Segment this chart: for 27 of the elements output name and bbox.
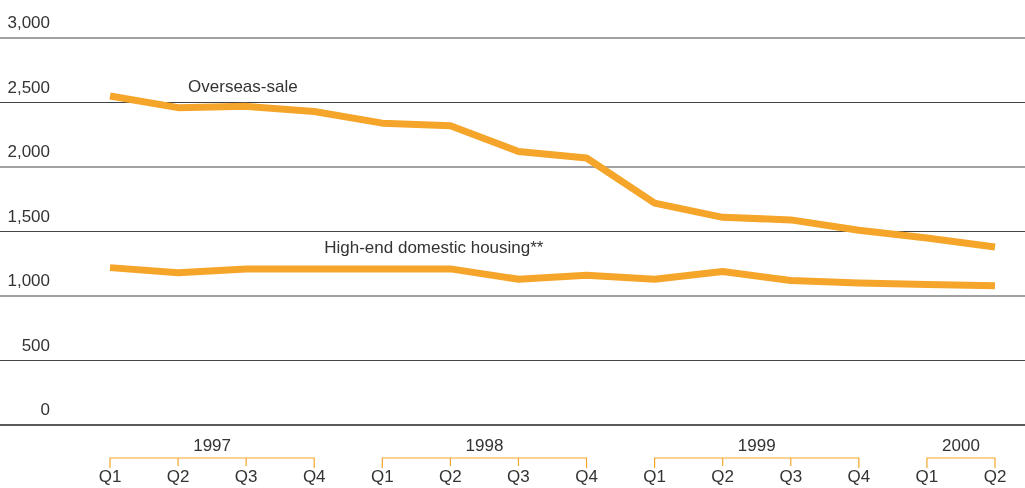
- text: 1999: [737, 436, 776, 456]
- y-tick-label: 1,500: [7, 206, 50, 226]
- text: 1997: [193, 436, 232, 456]
- x-tick-label: Q2: [711, 467, 735, 487]
- x-tick-label: Q2: [983, 467, 1007, 487]
- x-tick-label: Q1: [643, 467, 666, 487]
- series-label: Overseas-sale: [188, 76, 298, 96]
- x-tick-label: Q1: [370, 467, 394, 487]
- text: 1998: [465, 436, 504, 456]
- y-tick-label: 500: [21, 335, 50, 355]
- x-tick-label: Q3: [234, 467, 258, 487]
- x-tick-label: Q2: [439, 467, 462, 487]
- y-tick-label: 0: [40, 400, 50, 420]
- y-tick-label: 2,000: [7, 142, 50, 162]
- x-tick-label: Q4: [302, 467, 326, 487]
- y-tick-label: 3,000: [7, 13, 50, 33]
- x-tick-label: Q1: [915, 467, 939, 487]
- text: 2000: [942, 436, 980, 456]
- x-tick-label: Q2: [166, 467, 190, 487]
- x-tick-label: Q3: [779, 467, 803, 487]
- x-tick-label: Q1: [98, 467, 122, 487]
- x-tick-label: Q4: [575, 467, 598, 487]
- y-tick-label: 1,000: [7, 271, 50, 291]
- series-label: High-end domestic housing**: [324, 238, 544, 258]
- y-tick-label: 2,500: [7, 77, 50, 97]
- x-tick-label: Q4: [847, 467, 871, 487]
- x-tick-label: Q3: [507, 467, 530, 487]
